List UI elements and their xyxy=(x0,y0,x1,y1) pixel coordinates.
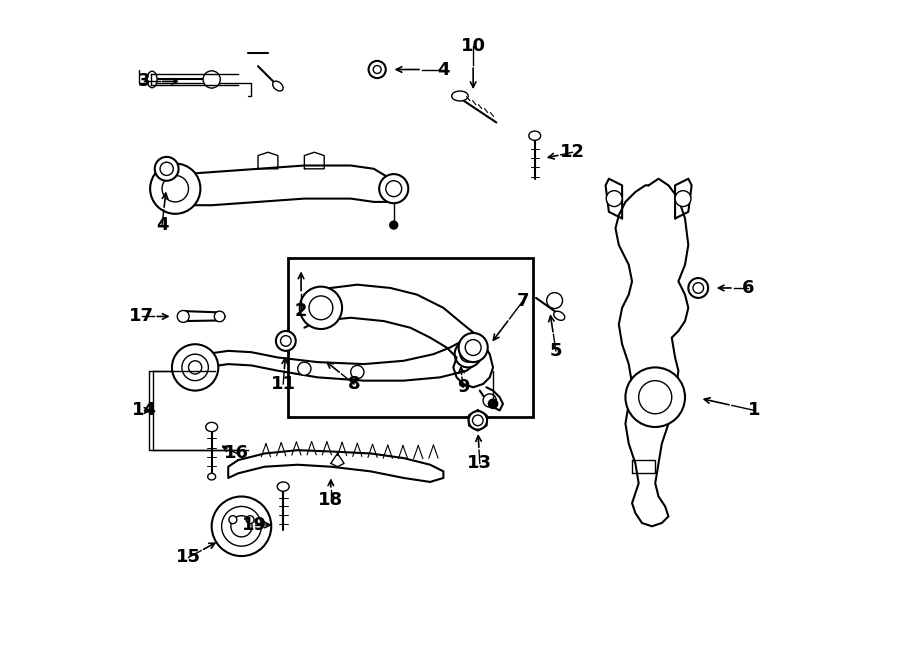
Circle shape xyxy=(454,341,482,367)
Circle shape xyxy=(229,516,237,524)
Ellipse shape xyxy=(273,81,284,91)
Ellipse shape xyxy=(208,473,216,480)
Circle shape xyxy=(483,394,496,407)
Circle shape xyxy=(693,283,704,293)
Circle shape xyxy=(177,310,189,322)
Text: 8: 8 xyxy=(347,375,360,393)
Text: 5: 5 xyxy=(550,342,562,360)
Circle shape xyxy=(472,415,483,426)
Circle shape xyxy=(309,296,333,320)
Circle shape xyxy=(203,71,220,88)
Circle shape xyxy=(639,381,671,414)
Circle shape xyxy=(298,362,311,375)
Circle shape xyxy=(607,191,622,207)
Ellipse shape xyxy=(208,71,216,88)
Circle shape xyxy=(172,344,219,391)
Circle shape xyxy=(369,61,386,78)
Circle shape xyxy=(374,66,382,73)
Circle shape xyxy=(465,340,482,355)
Circle shape xyxy=(276,331,296,351)
Ellipse shape xyxy=(277,482,289,491)
Circle shape xyxy=(160,162,174,175)
Circle shape xyxy=(469,411,487,430)
Text: 1: 1 xyxy=(748,401,760,420)
Circle shape xyxy=(379,174,409,203)
Circle shape xyxy=(675,191,691,207)
Circle shape xyxy=(155,157,178,181)
Text: 10: 10 xyxy=(461,37,486,56)
Text: 9: 9 xyxy=(457,378,470,397)
Text: 6: 6 xyxy=(742,279,754,297)
Text: 15: 15 xyxy=(176,548,201,567)
Text: 19: 19 xyxy=(242,516,267,534)
Circle shape xyxy=(150,164,201,214)
Circle shape xyxy=(459,333,488,362)
Circle shape xyxy=(688,278,708,298)
Circle shape xyxy=(162,175,188,202)
Circle shape xyxy=(386,181,401,197)
Circle shape xyxy=(214,311,225,322)
Ellipse shape xyxy=(147,71,158,88)
Text: 17: 17 xyxy=(129,307,154,326)
Circle shape xyxy=(182,354,209,381)
Text: 14: 14 xyxy=(131,401,157,420)
Circle shape xyxy=(212,496,271,556)
Circle shape xyxy=(390,221,398,229)
Circle shape xyxy=(351,365,364,379)
Circle shape xyxy=(460,346,476,362)
Ellipse shape xyxy=(206,422,218,432)
Circle shape xyxy=(300,287,342,329)
Ellipse shape xyxy=(452,91,468,101)
Text: 4: 4 xyxy=(156,216,168,234)
Text: 7: 7 xyxy=(517,292,529,310)
Text: 11: 11 xyxy=(271,375,296,393)
Text: 18: 18 xyxy=(319,491,344,509)
Circle shape xyxy=(626,367,685,427)
Circle shape xyxy=(489,399,498,408)
Circle shape xyxy=(281,336,291,346)
Text: 13: 13 xyxy=(467,454,492,473)
Text: 16: 16 xyxy=(224,444,249,463)
Text: 12: 12 xyxy=(560,143,585,162)
Circle shape xyxy=(221,506,261,546)
Circle shape xyxy=(188,361,202,374)
Polygon shape xyxy=(331,453,344,467)
Text: 2: 2 xyxy=(295,302,307,320)
Circle shape xyxy=(246,516,254,524)
Ellipse shape xyxy=(554,311,565,320)
Circle shape xyxy=(546,293,562,308)
Text: 4: 4 xyxy=(437,60,450,79)
Bar xyxy=(288,258,533,417)
Ellipse shape xyxy=(529,131,541,140)
Text: 3: 3 xyxy=(138,72,150,91)
Circle shape xyxy=(231,516,252,537)
